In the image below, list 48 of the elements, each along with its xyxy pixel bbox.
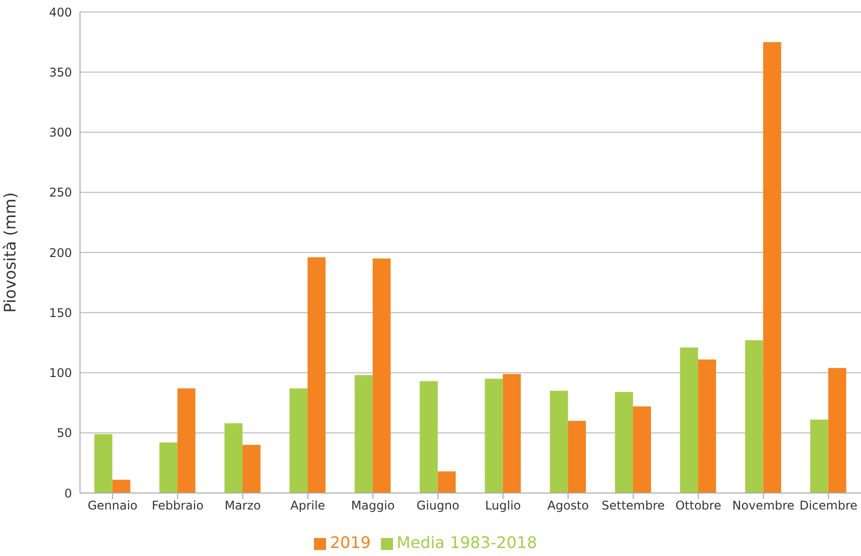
bar [568, 420, 586, 493]
bar [828, 368, 846, 493]
bar [550, 390, 568, 493]
y-tick-label: 0 [64, 486, 72, 500]
y-axis-title: Piovosità (mm) [0, 192, 20, 313]
y-tick-label: 300 [49, 126, 72, 140]
bar [680, 348, 698, 493]
y-tick-label: 100 [49, 366, 72, 380]
bar [614, 392, 633, 493]
bar [438, 471, 456, 493]
x-tick-label: Maggio [351, 498, 395, 513]
bar [242, 444, 260, 493]
bar [632, 406, 651, 493]
bar [502, 374, 521, 493]
bar [224, 423, 242, 493]
y-tick-label: 250 [49, 186, 72, 200]
y-tick-label: 150 [49, 306, 72, 320]
bar [354, 375, 373, 493]
bar [484, 378, 503, 493]
bar [308, 257, 326, 493]
bar [372, 258, 391, 493]
bar [290, 388, 308, 493]
bar [420, 381, 438, 493]
x-tick-label: Marzo [224, 498, 261, 513]
y-tick-label: 50 [56, 426, 72, 440]
x-tick-label: Dicembre [799, 498, 858, 513]
bar [177, 388, 196, 493]
x-tick-label: Aprile [290, 498, 326, 513]
y-tick-label: 200 [49, 246, 72, 260]
x-tick-label: Ottobre [675, 498, 722, 513]
x-tick-label: Febbraio [152, 498, 204, 513]
legend-label: 2019 [330, 533, 371, 552]
bar [698, 360, 716, 493]
bar [94, 434, 112, 493]
bar [810, 420, 828, 493]
x-tick-label: Agosto [547, 498, 589, 513]
bar [159, 442, 178, 493]
bar [763, 42, 782, 493]
legend-label: Media 1983-2018 [396, 533, 538, 552]
y-tick-label: 400 [49, 5, 72, 20]
bar [112, 480, 130, 493]
y-tick-label: 350 [49, 65, 72, 80]
bar [745, 340, 764, 493]
x-tick-label: Giugno [416, 498, 460, 513]
x-tick-label: Novembre [732, 498, 794, 513]
x-tick-label: Gennaio [88, 498, 138, 513]
x-tick-label: Luglio [485, 498, 521, 513]
x-tick-label: Settembre [602, 498, 665, 513]
